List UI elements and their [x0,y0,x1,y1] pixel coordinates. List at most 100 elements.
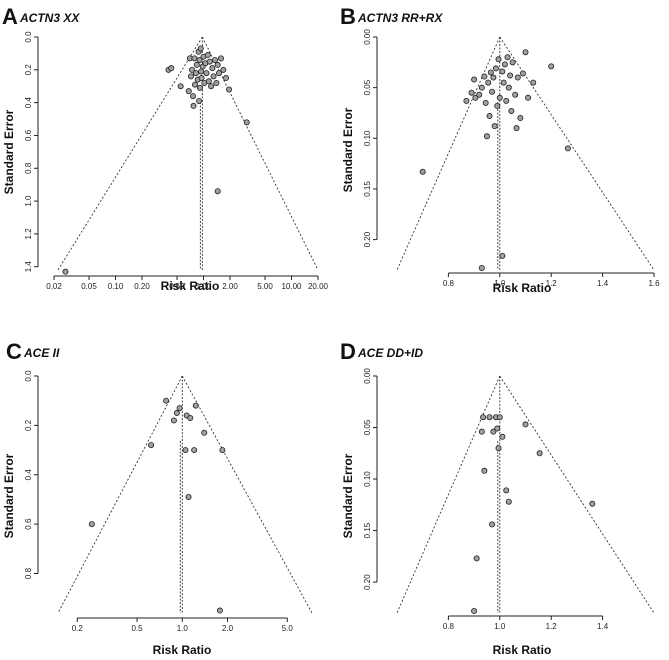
panel-d-study-point [478,428,485,435]
panel-b-study-point [530,79,537,86]
panel-a-study-point [192,70,199,77]
panel-d-study-point [505,498,512,505]
panel-a-study-point [216,70,223,77]
panel-a-study-point [168,65,175,72]
panel-b-x-axis-label: Risk Ratio [493,281,552,295]
panel-c-study-point [216,607,223,614]
panel-d-x-tick-label: 1.2 [546,622,558,631]
panel-c-funnel-plot: C ACE II Risk Ratio Standard Error 0.2 0.… [2,339,313,657]
panel-b-y-tick-label: 0.10 [363,130,372,146]
panel-d-study-point [473,555,480,562]
panel-b-funnel-plot: B ACTN3 RR+RX Risk Ratio Standard Error … [340,4,660,295]
panel-b-study-point [507,72,514,79]
panel-d-study-point [589,500,596,507]
panel-c-study-point [182,447,189,454]
panel-b-study-point [496,94,503,101]
panel-c-study-point [185,493,192,500]
panel-a-x-axis-label: Risk Ratio [161,279,220,293]
panel-a-study-point [191,81,198,88]
panel-b-funnel-left-line [396,36,501,271]
panel-a-x-tick-label: 10.00 [281,282,302,291]
panel-a-x-tick-label: 1.00 [196,282,212,291]
panel-c-y-tick-label: 0.8 [24,567,33,579]
panel-c-y-tick-label: 0.6 [24,518,33,530]
panel-a-study-point [203,70,210,77]
panel-a-study-point [210,73,217,80]
panel-d-study-point [489,521,496,528]
panel-c-study-point [187,414,194,421]
panel-a-study-point [196,97,203,104]
panel-d-funnel-plot: D ACE DD+ID Risk Ratio Standard Error 0.… [340,339,655,657]
panel-b-study-point [504,54,511,61]
panel-a-study-point [189,66,196,73]
panel-b-study-point [471,76,478,83]
panel-b-study-point [489,88,496,95]
panel-d-study-point [522,421,529,428]
panel-a-x-tick-label: 0.10 [108,282,124,291]
panel-b-y-tick-label: 0.20 [363,231,372,247]
panel-c-y-tick-label: 0.0 [24,370,33,382]
panel-d-y-axis-label: Standard Error [341,453,355,538]
panel-d-y-tick-label: 0.20 [363,574,372,590]
panel-c-x-tick-label: 0.2 [72,624,84,633]
panel-b-study-point [525,94,532,101]
panel-c-y-tick-label: 0.2 [24,419,33,431]
panel-b-study-point [494,102,501,109]
panel-d-study-point [495,445,502,452]
panel-b-x-tick-label: 1.2 [546,279,558,288]
panel-d-letter: D [340,339,356,364]
panel-c-study-point [88,521,95,528]
panel-b-study-point [499,252,506,259]
panel-c-x-tick-label: 0.5 [131,624,143,633]
panel-b-study-point [482,99,489,106]
panel-a-y-tick-label: 1.4 [24,261,33,273]
panel-a-study-point [220,66,227,73]
panel-a-study-point [217,55,224,62]
panel-d-x-tick-label: 0.8 [443,622,455,631]
panel-d-x-axis-label: Risk Ratio [493,643,552,657]
panel-b-y-tick-label: 0.15 [363,181,372,197]
panel-a-study-point [198,75,205,82]
panel-b-study-point [519,70,526,77]
panel-c-funnel-right-line [181,375,313,614]
panel-b-study-point [463,97,470,104]
panel-a-study-point [197,45,204,52]
panel-b-study-point [503,97,510,104]
panel-b-x-tick-label: 1.6 [648,279,660,288]
panel-a-study-point [226,86,233,93]
panel-b-study-point [483,133,490,140]
panel-b-x-tick-label: 1.4 [597,279,609,288]
panel-b-study-point [487,69,494,76]
panel-b-study-point [478,84,485,91]
panel-a-study-point [209,65,216,72]
panel-b-study-point [472,94,479,101]
panel-a-title: ACTN3 XX [19,11,80,25]
panel-a-funnel-plot: A ACTN3 XX Risk Ratio Standard Error 0.0… [2,4,329,293]
panel-c-study-point [163,397,170,404]
panel-c-x-tick-label: 1.0 [177,624,189,633]
panel-b-title: ACTN3 RR+RX [357,11,443,25]
panel-a-study-point [198,68,205,75]
panel-c-study-point [176,405,183,412]
panel-b-study-point [548,63,555,70]
panel-a-x-tick-label: 5.00 [257,282,273,291]
panel-a-study-point [214,61,221,68]
panel-b-study-point [491,123,498,130]
panel-a-study-point [177,83,184,90]
panel-b-study-point [485,79,492,86]
panel-a-y-tick-label: 0.6 [24,129,33,141]
panel-a-study-point [206,58,213,65]
panel-b-study-point [419,168,426,175]
panel-a-y-tick-label: 0.2 [24,64,33,76]
panel-d-x-tick-label: 1.0 [494,622,506,631]
panel-b-study-point [486,113,493,120]
panel-b-study-point [499,68,506,75]
panel-b-y-tick-label: 0.00 [363,29,372,45]
panel-c-study-point [170,417,177,424]
panel-b-funnel-right-line [499,36,655,271]
panel-d-study-point [490,428,497,435]
panel-b-study-point [478,264,485,271]
panel-b-x-tick-label: 0.8 [443,279,455,288]
panel-a-study-point [193,61,200,68]
